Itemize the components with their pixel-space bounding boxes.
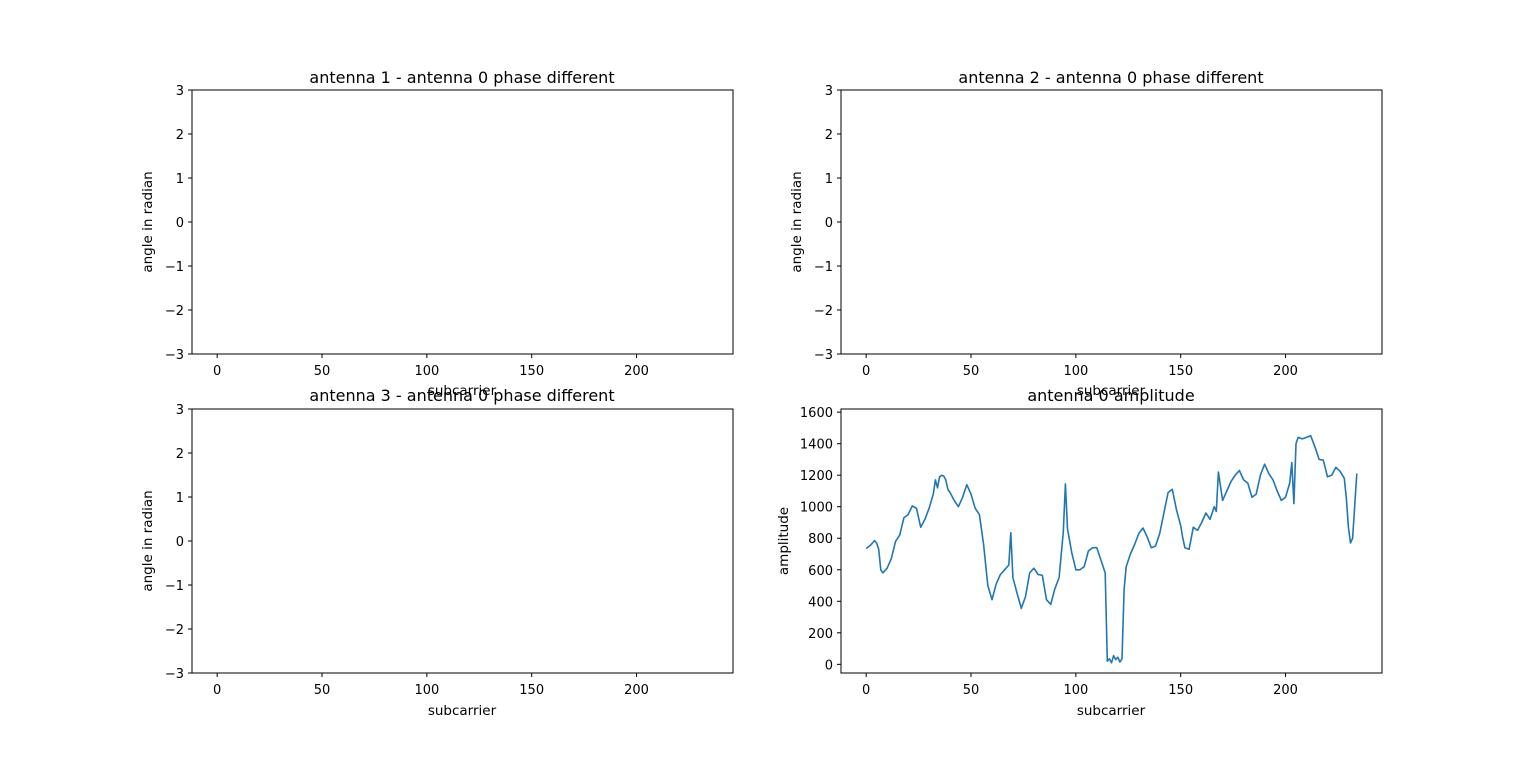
y-tick-label: −1 — [814, 260, 833, 275]
y-tick-label: 400 — [808, 595, 833, 610]
x-axis-label: subcarrier — [1077, 383, 1146, 399]
x-tick-label: 50 — [963, 683, 980, 698]
y-tick-label: −3 — [165, 667, 184, 682]
ticks: 0 50 100 150 200 0 200 400 600 800 1000 1200 1400 160… — [800, 406, 1298, 698]
y-tick-label: 2 — [176, 128, 184, 143]
x-axis-label: subcarrier — [428, 703, 497, 719]
ticks: 0 50 100 150 200 −3 −2 −1 0 1 2 3 — [165, 84, 649, 379]
y-tick-label: 2 — [825, 128, 833, 143]
x-tick-label: 100 — [1063, 364, 1088, 379]
y-tick-label: 0 — [825, 216, 833, 231]
subplot-amplitude-0: antenna 0 amplitude subcarrier amplitude… — [776, 386, 1383, 719]
y-tick-label: 0 — [176, 535, 184, 550]
y-tick-label: 1 — [176, 491, 184, 506]
x-tick-label: 100 — [414, 683, 439, 698]
y-tick-label: 1 — [825, 172, 833, 187]
subplot-phase-1: antenna 1 - antenna 0 phase different su… — [140, 68, 734, 399]
x-tick-label: 0 — [213, 683, 221, 698]
y-axis-label: amplitude — [776, 507, 792, 575]
y-tick-label: 1000 — [800, 501, 833, 516]
x-tick-label: 0 — [213, 364, 221, 379]
x-tick-label: 100 — [1063, 683, 1088, 698]
subplot-phase-2: antenna 2 - antenna 0 phase different su… — [789, 68, 1383, 399]
y-tick-label: −1 — [165, 260, 184, 275]
y-tick-label: −1 — [165, 579, 184, 594]
y-tick-label: 2 — [176, 447, 184, 462]
x-tick-label: 0 — [862, 683, 870, 698]
x-tick-label: 50 — [314, 364, 331, 379]
axes-frame — [840, 408, 1383, 674]
subplot-phase-3: antenna 3 - antenna 0 phase different su… — [140, 386, 734, 719]
x-tick-label: 150 — [519, 683, 544, 698]
x-tick-label: 100 — [414, 364, 439, 379]
x-tick-label: 200 — [1273, 364, 1298, 379]
y-tick-label: −2 — [165, 623, 184, 638]
chart-title: antenna 1 - antenna 0 phase different — [309, 68, 614, 87]
y-tick-label: 1 — [176, 172, 184, 187]
y-tick-label: −3 — [165, 348, 184, 363]
x-tick-label: 150 — [1168, 683, 1193, 698]
y-axis-label: angle in radian — [140, 490, 156, 591]
x-tick-label: 200 — [624, 364, 649, 379]
y-tick-label: 0 — [825, 658, 833, 673]
x-tick-label: 50 — [314, 683, 331, 698]
x-axis-label: subcarrier — [428, 383, 497, 399]
y-tick-label: −2 — [165, 304, 184, 319]
series-line — [865, 434, 1358, 664]
y-tick-label: 200 — [808, 627, 833, 642]
y-tick-label: 0 — [176, 216, 184, 231]
y-tick-label: 600 — [808, 564, 833, 579]
plot-area — [865, 434, 1358, 664]
y-tick-label: 3 — [176, 84, 184, 99]
ticks: 0 50 100 150 200 −3 −2 −1 0 1 2 3 — [814, 84, 1298, 379]
x-axis-label: subcarrier — [1077, 703, 1146, 719]
y-tick-label: 800 — [808, 532, 833, 547]
y-tick-label: −2 — [814, 304, 833, 319]
y-tick-label: 1200 — [800, 469, 833, 484]
y-tick-label: 1400 — [800, 438, 833, 453]
chart-title: antenna 3 - antenna 0 phase different — [309, 386, 614, 405]
x-tick-label: 200 — [1273, 683, 1298, 698]
ticks: 0 50 100 150 200 −3 −2 −1 0 1 2 3 — [165, 403, 649, 698]
x-tick-label: 0 — [862, 364, 870, 379]
y-tick-label: −3 — [814, 348, 833, 363]
y-tick-label: 3 — [176, 403, 184, 418]
x-tick-label: 200 — [624, 683, 649, 698]
y-axis-label: angle in radian — [789, 171, 805, 272]
y-tick-label: 1600 — [800, 406, 833, 421]
chart-title: antenna 2 - antenna 0 phase different — [958, 68, 1263, 87]
y-axis-label: angle in radian — [140, 171, 156, 272]
x-tick-label: 50 — [963, 364, 980, 379]
chart-title: antenna 0 amplitude — [1027, 386, 1194, 405]
x-tick-label: 150 — [519, 364, 544, 379]
x-tick-label: 150 — [1168, 364, 1193, 379]
y-tick-label: 3 — [825, 84, 833, 99]
